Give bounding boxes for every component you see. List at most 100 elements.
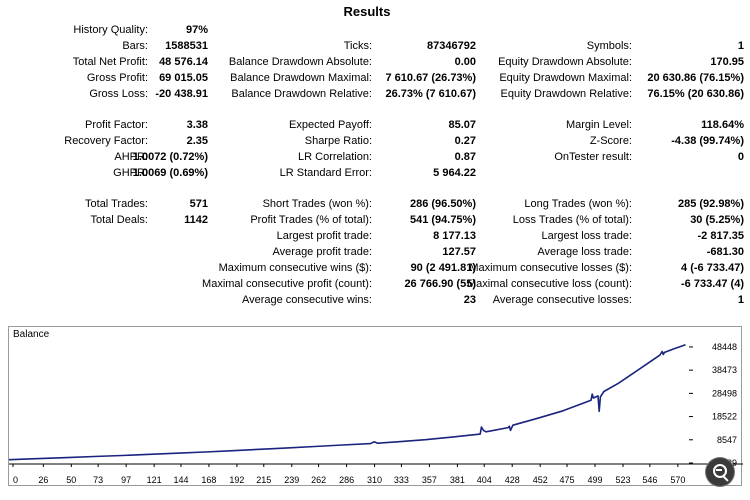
balance-chart: Balance 0 26 50 73 97 121 144 168 192 215 239 262 28…	[8, 326, 743, 486]
stat-label: Balance Drawdown Maximal:	[230, 72, 372, 84]
x-tick-label: 570	[670, 475, 685, 485]
stat-label: Total Net Profit:	[72, 56, 148, 68]
stat-label: Average loss trade:	[537, 246, 632, 258]
stat-value: 1588531	[165, 40, 208, 52]
x-tick-label: 452	[533, 475, 548, 485]
x-tick-label: 333	[394, 475, 409, 485]
x-tick-label: 381	[450, 475, 465, 485]
stat-label: Average consecutive wins:	[241, 294, 372, 306]
stat-value: 0.00	[454, 56, 476, 68]
stat-label: Largest loss trade:	[541, 230, 633, 242]
stat-label: Equity Drawdown Relative:	[500, 88, 632, 100]
stat-value: 1	[737, 40, 744, 52]
x-tick-label: 310	[367, 475, 382, 485]
stat-value: 127.57	[442, 246, 476, 258]
x-tick-label: 0	[13, 475, 18, 485]
stat-label: Equity Drawdown Maximal:	[499, 72, 632, 84]
stat-label: LR Standard Error:	[279, 167, 372, 179]
y-tick-label: 48448	[712, 342, 737, 352]
stat-label: Largest profit trade:	[276, 230, 372, 242]
stat-value: 0.27	[454, 135, 476, 147]
results-title: Results	[343, 4, 391, 19]
stat-label: Bars:	[122, 40, 148, 52]
stat-value: 541 (94.75%)	[409, 214, 476, 226]
stat-label: Gross Profit:	[86, 72, 148, 84]
stat-value: 286 (96.50%)	[409, 198, 476, 210]
zoom-out-button[interactable]	[706, 458, 734, 486]
stat-label: Gross Loss:	[89, 88, 148, 100]
x-tick-label: 73	[93, 475, 103, 485]
stat-label: Total Trades:	[85, 198, 148, 210]
stat-value: 76.15% (20 630.86)	[647, 88, 744, 100]
y-tick-label: 38473	[712, 365, 737, 375]
stat-label: Equity Drawdown Absolute:	[498, 56, 632, 68]
x-tick-label: 546	[642, 475, 657, 485]
stat-label: AHPR:	[114, 151, 148, 163]
stat-value: -4.38 (99.74%)	[671, 135, 744, 147]
stat-value: 26 766.90 (55)	[404, 278, 476, 290]
stat-label: Sharpe Ratio:	[304, 135, 372, 147]
stat-value: 20 630.86 (76.15%)	[647, 72, 744, 84]
stat-value: -20 438.91	[155, 88, 208, 100]
stat-label: Average consecutive losses:	[492, 294, 632, 306]
x-tick-label: 144	[173, 475, 188, 485]
stat-value: 1142	[184, 214, 208, 226]
stat-label: Margin Level:	[565, 119, 632, 131]
stat-value: 1.0069 (0.69%)	[132, 167, 208, 179]
x-tick-label: 475	[560, 475, 575, 485]
stat-value: 7 610.67 (26.73%)	[385, 72, 476, 84]
stat-label: Short Trades (won %):	[262, 198, 372, 210]
x-tick-label: 97	[121, 475, 131, 485]
stat-label: Recovery Factor:	[64, 135, 148, 147]
stat-value: 48 576.14	[159, 56, 208, 68]
y-tick-label: 28498	[712, 388, 737, 398]
stat-value: 1	[737, 294, 744, 306]
stat-value: -6 733.47 (4)	[681, 278, 744, 290]
stat-value: 8 177.13	[433, 230, 476, 242]
stat-value: -2 817.35	[697, 230, 744, 242]
stat-value: -681.30	[706, 246, 744, 258]
stat-value: 97%	[185, 24, 208, 36]
x-tick-label: 404	[477, 475, 492, 485]
stat-value: 30 (5.25%)	[690, 214, 744, 226]
x-tick-label: 168	[201, 475, 216, 485]
stat-value: 3.38	[186, 119, 208, 131]
stat-label: Balance Drawdown Absolute:	[228, 56, 372, 68]
stat-value: 4 (-6 733.47)	[681, 262, 744, 274]
stat-label: Ticks:	[343, 40, 372, 52]
x-tick-label: 286	[339, 475, 354, 485]
stat-label: Maximum consecutive wins ($):	[218, 262, 372, 274]
stat-label: Maximal consecutive profit (count):	[202, 278, 372, 290]
stat-value: 5 964.22	[433, 167, 476, 179]
stat-value: 571	[189, 198, 208, 210]
stat-label: Expected Payoff:	[289, 119, 372, 131]
stat-label: Profit Trades (% of total):	[250, 214, 372, 226]
x-tick-label: 523	[616, 475, 631, 485]
x-tick-label: 26	[38, 475, 48, 485]
stat-label: History Quality:	[73, 24, 148, 36]
x-tick-label: 357	[422, 475, 437, 485]
stat-value: 2.35	[186, 135, 208, 147]
stat-label: Maximum consecutive losses ($):	[469, 262, 632, 274]
stat-value: 85.07	[448, 119, 476, 131]
stat-label: Average profit trade:	[272, 246, 372, 258]
x-tick-label: 499	[588, 475, 603, 485]
stat-value: 26.73% (7 610.67)	[385, 88, 476, 100]
x-tick-label: 50	[66, 475, 76, 485]
stat-label: GHPR:	[113, 167, 148, 179]
stat-value: 0.87	[454, 151, 476, 163]
stat-value: 170.95	[710, 56, 744, 68]
x-tick-label: 428	[505, 475, 520, 485]
stat-label: OnTester result:	[554, 151, 632, 163]
stat-label: Maximal consecutive loss (count):	[466, 278, 632, 290]
stat-value: 87346792	[427, 40, 476, 52]
y-tick-label: 8547	[717, 435, 737, 445]
balance-line	[9, 343, 686, 461]
stat-value: 90 (2 491.81)	[410, 262, 476, 274]
stat-value: 118.64%	[701, 119, 744, 131]
stat-value: 23	[463, 294, 476, 306]
stat-label: Loss Trades (% of total):	[512, 214, 632, 226]
x-tick-label: 215	[256, 475, 271, 485]
stat-label: Z-Score:	[589, 135, 632, 147]
stat-label: Symbols:	[586, 40, 632, 52]
